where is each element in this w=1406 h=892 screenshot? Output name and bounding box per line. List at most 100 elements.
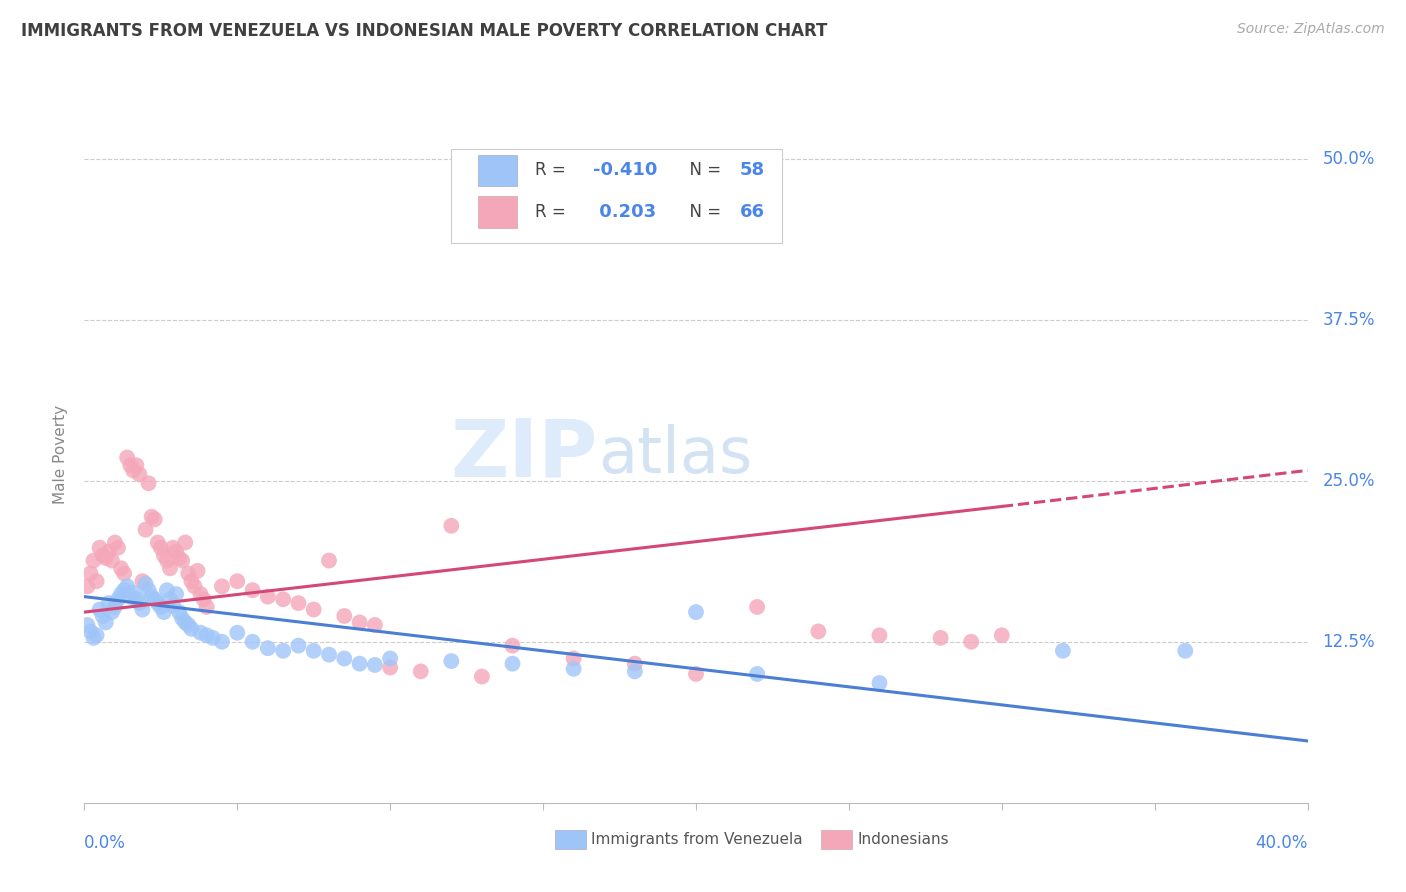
Text: R =: R = bbox=[534, 161, 571, 179]
Point bbox=[1052, 644, 1074, 658]
Text: Immigrants from Venezuela: Immigrants from Venezuela bbox=[591, 832, 803, 847]
Point bbox=[122, 463, 145, 477]
Point bbox=[226, 625, 249, 640]
Text: IMMIGRANTS FROM VENEZUELA VS INDONESIAN MALE POVERTY CORRELATION CHART: IMMIGRANTS FROM VENEZUELA VS INDONESIAN … bbox=[21, 22, 828, 40]
Point bbox=[83, 553, 105, 567]
Point bbox=[120, 590, 142, 604]
Point bbox=[349, 615, 371, 630]
Point bbox=[349, 657, 371, 671]
Point bbox=[138, 583, 160, 598]
Point bbox=[143, 592, 166, 607]
Point bbox=[149, 599, 172, 614]
Point bbox=[257, 590, 280, 604]
Text: 37.5%: 37.5% bbox=[1322, 310, 1375, 328]
Point bbox=[138, 476, 160, 491]
Point bbox=[287, 639, 309, 653]
Text: 0.203: 0.203 bbox=[593, 203, 657, 221]
Point bbox=[177, 618, 200, 632]
Point bbox=[153, 605, 176, 619]
Point bbox=[193, 592, 215, 607]
Point bbox=[287, 596, 309, 610]
Point bbox=[685, 667, 707, 681]
Point bbox=[131, 574, 153, 589]
Point bbox=[89, 602, 111, 616]
Point bbox=[869, 628, 891, 642]
Point bbox=[747, 667, 769, 681]
Point bbox=[929, 631, 952, 645]
Point bbox=[120, 458, 142, 473]
Point bbox=[135, 576, 157, 591]
Text: 40.0%: 40.0% bbox=[1256, 834, 1308, 852]
Text: Source: ZipAtlas.com: Source: ZipAtlas.com bbox=[1237, 22, 1385, 37]
Point bbox=[747, 599, 769, 614]
Bar bbox=[478, 155, 517, 186]
Point bbox=[211, 634, 233, 648]
Point bbox=[242, 583, 264, 598]
Point bbox=[86, 574, 108, 589]
Point bbox=[86, 628, 108, 642]
Point bbox=[869, 676, 891, 690]
Point bbox=[174, 535, 197, 549]
Point bbox=[128, 467, 150, 482]
Point bbox=[471, 669, 494, 683]
Point bbox=[183, 579, 205, 593]
Point bbox=[91, 609, 114, 624]
Point bbox=[146, 596, 169, 610]
Point bbox=[112, 566, 135, 581]
Point bbox=[104, 599, 127, 614]
Point bbox=[162, 541, 184, 555]
Point bbox=[186, 564, 208, 578]
Point bbox=[991, 628, 1014, 642]
Point bbox=[101, 605, 124, 619]
Point bbox=[380, 651, 402, 665]
Point bbox=[685, 605, 707, 619]
Text: 12.5%: 12.5% bbox=[1322, 632, 1375, 651]
Point bbox=[440, 518, 463, 533]
Point bbox=[156, 583, 179, 598]
Point bbox=[302, 644, 325, 658]
Point bbox=[440, 654, 463, 668]
Y-axis label: Male Poverty: Male Poverty bbox=[53, 405, 69, 505]
Point bbox=[135, 523, 157, 537]
Point bbox=[104, 535, 127, 549]
Point bbox=[333, 609, 356, 624]
Point bbox=[79, 624, 101, 639]
Point bbox=[76, 579, 98, 593]
Point bbox=[159, 561, 181, 575]
Point bbox=[141, 509, 163, 524]
Point bbox=[807, 624, 830, 639]
Text: Indonesians: Indonesians bbox=[858, 832, 949, 847]
Point bbox=[107, 541, 129, 555]
Point bbox=[165, 544, 187, 558]
Point bbox=[128, 596, 150, 610]
Point bbox=[112, 583, 135, 598]
Point bbox=[380, 660, 402, 674]
Text: 58: 58 bbox=[740, 161, 765, 179]
Point bbox=[211, 579, 233, 593]
Bar bbox=[478, 196, 517, 227]
Text: N =: N = bbox=[679, 203, 727, 221]
Point bbox=[172, 611, 194, 625]
Point bbox=[94, 615, 117, 630]
Point bbox=[94, 551, 117, 566]
Point bbox=[201, 631, 224, 645]
Point bbox=[624, 657, 647, 671]
Point bbox=[97, 596, 120, 610]
Point bbox=[502, 639, 524, 653]
Point bbox=[159, 592, 181, 607]
Point bbox=[107, 592, 129, 607]
Point bbox=[162, 599, 184, 613]
Point bbox=[146, 535, 169, 549]
Point bbox=[226, 574, 249, 589]
Point bbox=[167, 605, 190, 619]
Point bbox=[125, 458, 148, 473]
Point bbox=[271, 592, 294, 607]
Text: N =: N = bbox=[679, 161, 727, 179]
Point bbox=[624, 665, 647, 679]
Point bbox=[91, 549, 114, 563]
Point bbox=[1174, 644, 1197, 658]
Point bbox=[76, 618, 98, 632]
Point bbox=[143, 512, 166, 526]
Point bbox=[89, 541, 111, 555]
Point bbox=[101, 553, 124, 567]
